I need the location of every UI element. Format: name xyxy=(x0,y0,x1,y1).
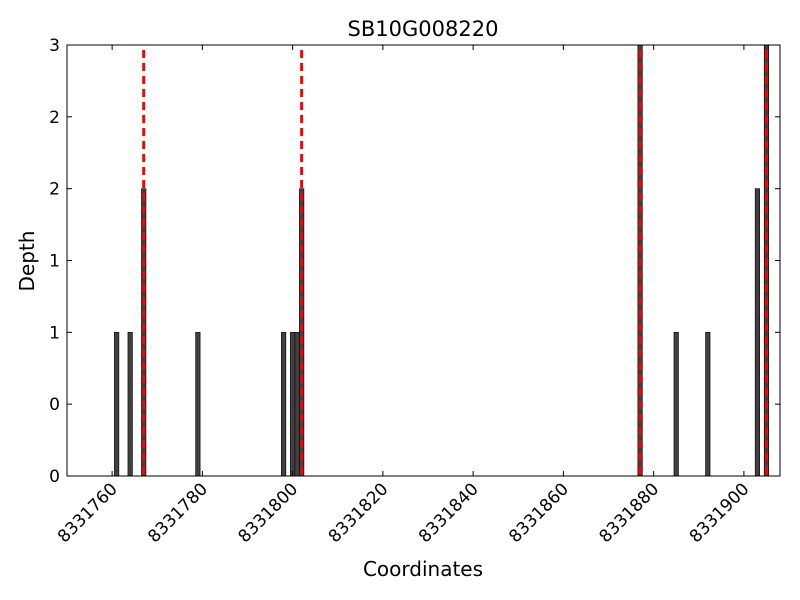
bar xyxy=(114,332,120,477)
x-tick-label: 8331900 xyxy=(686,479,754,547)
bar xyxy=(290,332,296,477)
bar xyxy=(195,332,201,477)
bar xyxy=(754,188,760,477)
y-tick-label: 0 xyxy=(49,467,60,487)
x-tick-label: 8331880 xyxy=(595,479,663,547)
bar xyxy=(673,332,679,477)
bar xyxy=(281,332,287,477)
plot-frame xyxy=(66,44,781,477)
y-tick-label: 0 xyxy=(49,395,60,415)
y-tick-label: 1 xyxy=(49,252,60,272)
x-tick-label: 8331780 xyxy=(144,479,212,547)
y-axis-label: Depth xyxy=(15,231,39,292)
x-tick-label: 8331860 xyxy=(505,479,573,547)
y-tick-label: 2 xyxy=(49,180,60,200)
x-axis-label: Coordinates xyxy=(363,557,483,581)
plot-area: 8331760 8331780 8331800 8331820 8331840 83318… xyxy=(49,36,780,547)
x-tick-label: 8331840 xyxy=(415,479,483,547)
bar xyxy=(705,332,711,477)
y-tick-label: 3 xyxy=(49,36,60,56)
bar xyxy=(294,332,300,477)
y-tick-label: 2 xyxy=(49,108,60,128)
chart-title: SB10G008220 xyxy=(348,17,499,41)
x-tick-label: 8331820 xyxy=(325,479,393,547)
x-tick-label: 8331800 xyxy=(234,479,302,547)
bar xyxy=(127,332,133,477)
x-tick-label: 8331760 xyxy=(54,479,122,547)
y-tick-label: 1 xyxy=(49,323,60,343)
